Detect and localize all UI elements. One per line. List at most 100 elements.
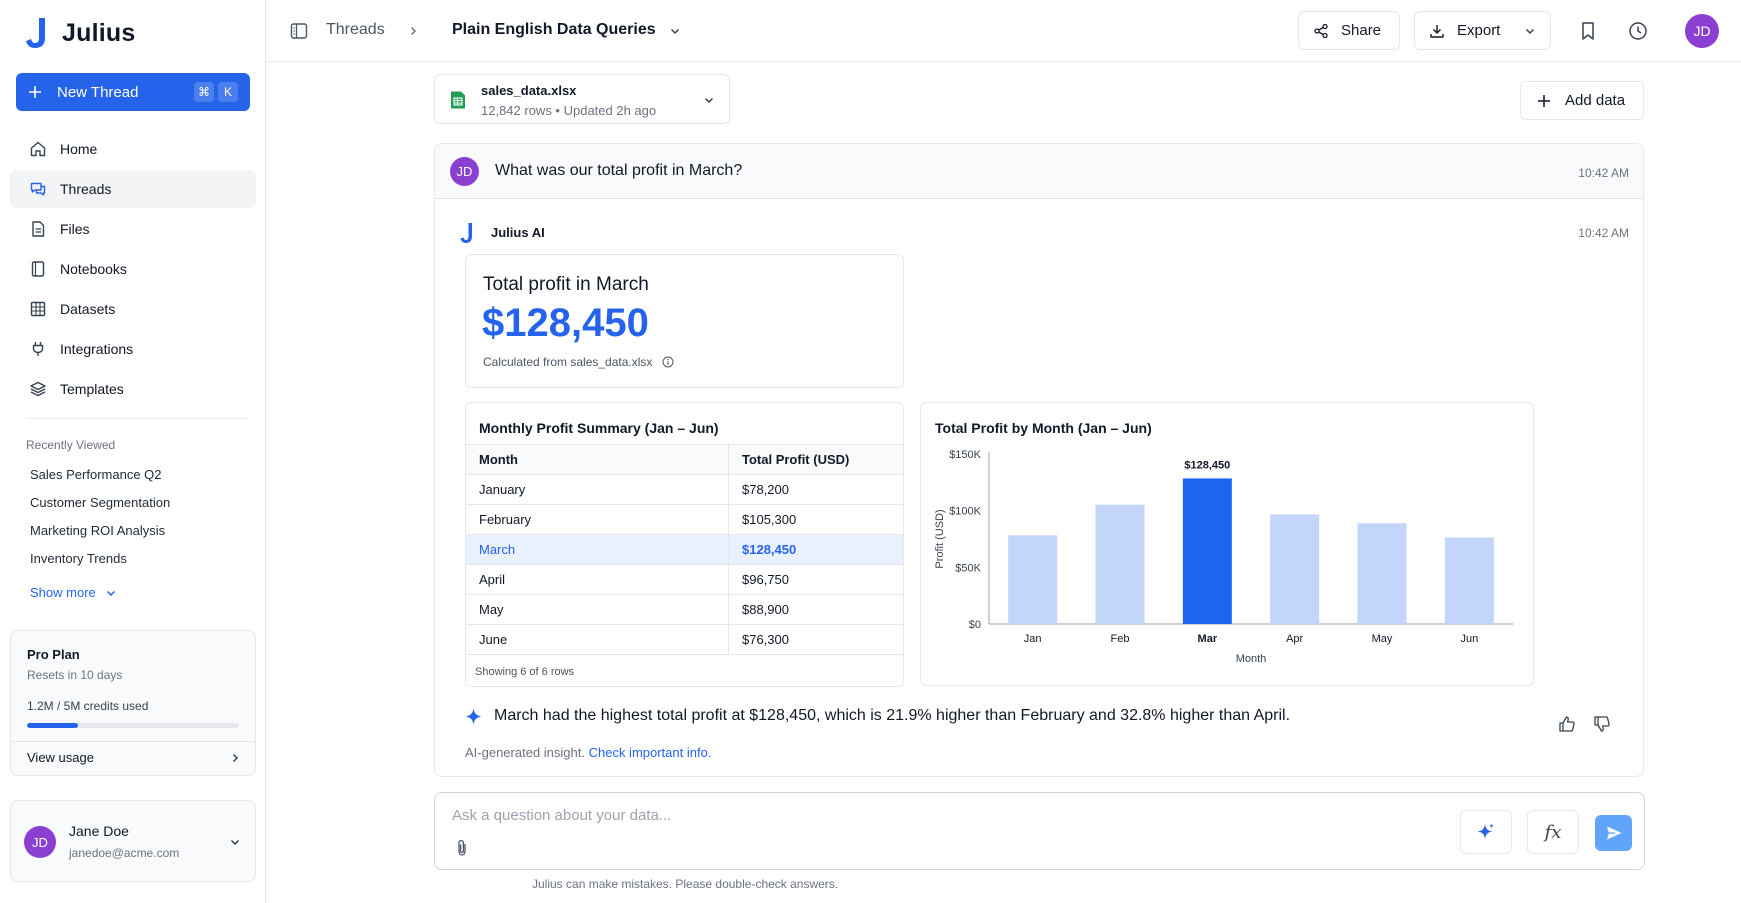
share-button[interactable]: Share [1298,11,1400,50]
month-cell: June [466,625,729,654]
disclaimer-text: AI-generated insight. [465,745,585,760]
profit-chart: Total Profit by Month (Jan – Jun) $0 $50K… [920,402,1534,686]
chevron-down-icon [230,839,240,846]
sidebar-item-label: Integrations [60,341,134,357]
dataset-file-name: sales_data.xlsx [481,83,577,98]
dataset-selector[interactable]: sales_data.xlsx 12,842 rows • Updated 2h… [434,74,730,124]
bar-may [1357,523,1407,624]
send-icon [1606,826,1621,840]
x-tick-label: Feb [1111,633,1130,645]
new-thread-button[interactable]: New Thread ⌘ K [16,73,250,111]
bar-apr [1270,514,1320,624]
sidebar-item-label: Templates [60,381,124,397]
sidebar-divider [26,418,248,419]
view-usage-link[interactable]: View usage [27,746,241,770]
history-icon[interactable] [1628,21,1648,41]
x-tick-label: Apr [1286,633,1303,645]
bar-jan [1008,535,1058,624]
sidebar-item-notebooks[interactable]: Notebooks [10,250,256,288]
chevron-down-icon[interactable] [669,25,681,37]
sidebar-item-templates[interactable]: Templates [10,370,256,408]
download-icon [1430,24,1444,38]
bookmark-icon[interactable] [1579,21,1597,41]
dataset-meta: 12,842 rows • Updated 2h ago [481,103,657,118]
paperclip-icon[interactable] [454,839,470,857]
credits-used: 1.2M / 5M credits used [27,699,149,713]
keyboard-shortcut: ⌘ K [194,82,238,102]
important-info-link[interactable]: Check important info. [588,745,712,760]
user-menu[interactable]: JD Jane Doe janedoe@acme.com [10,800,256,882]
ai-suggest-button[interactable] [1460,810,1512,854]
insight-text: March had the highest total profit at $1… [494,707,1291,724]
chart-title: Total Profit by Month (Jan – Jun) [935,420,1152,436]
month-cell: January [466,475,729,504]
chevron-down-icon [106,590,115,596]
ai-disclaimer: AI-generated insight. Check important in… [465,745,711,760]
plus-icon [1538,94,1550,107]
julius-logo-icon [460,223,472,243]
sidebar-item-label: Datasets [60,301,116,317]
thumbs-up-icon[interactable] [1558,715,1576,733]
profit-summary-table: Monthly Profit Summary (Jan – Jun) Month… [465,402,904,687]
plus-icon [29,86,41,98]
chevron-right-icon [232,753,239,763]
sparkle-icon [465,708,482,724]
plug-icon [32,342,44,356]
month-cell: March [466,535,729,564]
recent-list: Sales Performance Q2 Customer Segmentati… [30,466,170,578]
table-header-row: Month Total Profit (USD) [466,444,903,474]
avatar[interactable]: JD [1685,14,1719,48]
y-tick-label: $0 [969,619,981,631]
formula-button[interactable]: fx [1527,810,1579,854]
chat-icon [30,182,46,196]
y-axis-label: Profit (USD) [934,509,946,568]
user-email: janedoe@acme.com [69,846,180,860]
usage-progress-fill [27,723,78,728]
share-icon [1314,23,1328,38]
recent-item[interactable]: Sales Performance Q2 [30,467,162,482]
recent-item[interactable]: Inventory Trends [30,551,127,566]
info-icon[interactable] [662,356,674,368]
recent-item[interactable]: Marketing ROI Analysis [30,523,166,538]
profit-cell: $128,450 [742,542,797,557]
sidebar-item-datasets[interactable]: Datasets [10,290,256,328]
x-tick-label: Jan [1024,633,1042,645]
sidebar-item-threads[interactable]: Threads [10,170,256,208]
thumbs-down-icon[interactable] [1593,715,1611,733]
x-tick-label: Mar [1198,633,1218,645]
kpi-value: $128,450 [482,301,649,345]
table-row: April $96,750 [466,564,903,594]
recent-item[interactable]: Customer Segmentation [30,495,171,510]
profit-cell: $96,750 [742,572,789,587]
profit-cell: $105,300 [742,512,797,527]
julius-logo-icon [26,18,45,48]
bar-chart: $0 $50K $100K $150K Profit (USD) Jan Feb Mar $12… [934,449,1513,665]
usage-progress-bar [27,723,239,728]
data-label: $128,450 [1184,459,1230,471]
sidebar-item-files[interactable]: Files [10,210,256,248]
table-row: February $105,300 [466,504,903,534]
kpi-source: Calculated from sales_data.xlsx [483,355,674,369]
column-header[interactable]: Total Profit (USD) [742,452,850,467]
sidebar-item-integrations[interactable]: Integrations [10,330,256,368]
show-more-link[interactable]: Show more [30,585,117,600]
thread-title[interactable]: Plain English Data Queries [452,21,656,38]
sidebar-nav: Home Threads Files Notebooks Datasets In… [10,130,256,410]
column-header[interactable]: Month [466,445,729,474]
export-button[interactable]: Export [1414,11,1551,50]
add-data-button[interactable]: Add data [1520,81,1644,120]
sidebar-item-home[interactable]: Home [10,130,256,168]
layers-icon [30,381,46,397]
table-footer: Showing 6 of 6 rows [466,654,903,686]
sidebar: Julius New Thread ⌘ K Home Threads Files… [0,0,266,903]
question-input[interactable]: Ask a question about your data... [452,807,672,824]
sidebar-item-label: Threads [60,181,112,197]
sidebar-toggle-icon[interactable] [290,22,308,40]
month-cell: February [466,505,729,534]
breadcrumb-threads[interactable]: Threads [326,21,385,38]
send-button[interactable] [1595,815,1632,851]
app-logo[interactable]: Julius [24,16,135,50]
add-data-label: Add data [1565,92,1626,109]
sidebar-item-label: Home [60,141,98,157]
kpi-card: Total profit in March $128,450 Calculate… [465,254,904,388]
